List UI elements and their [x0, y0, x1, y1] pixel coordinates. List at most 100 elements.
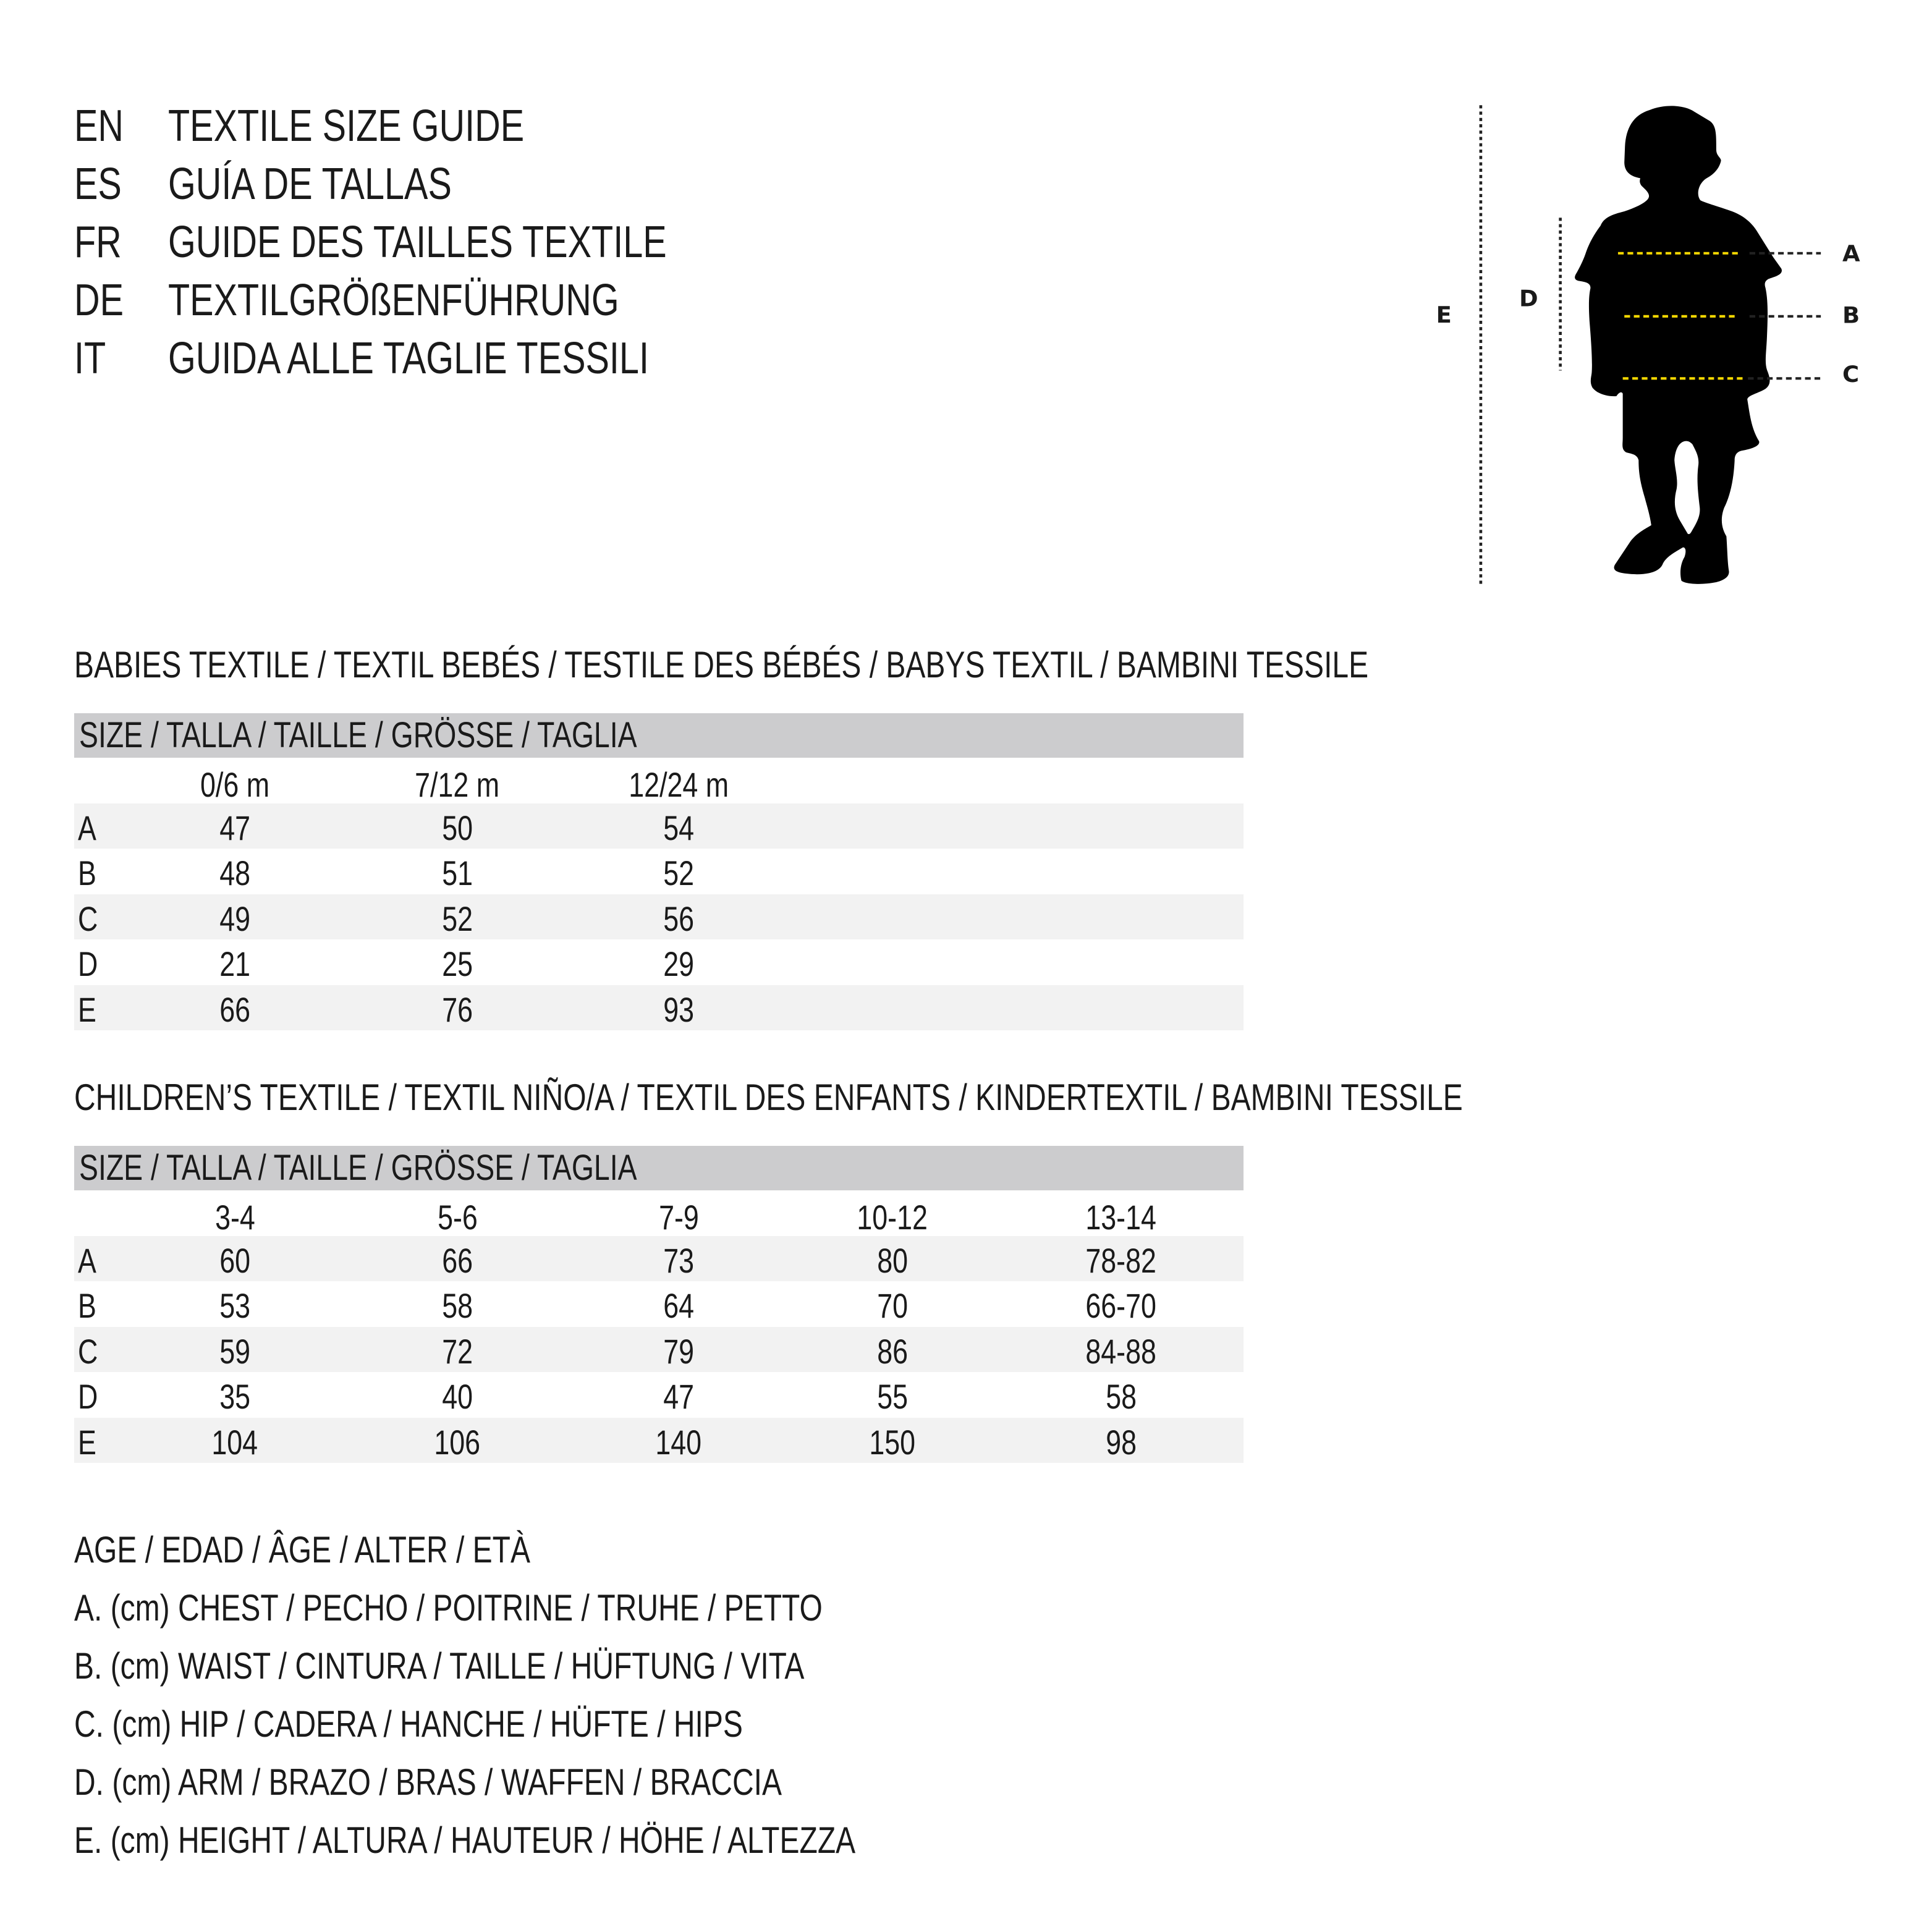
cell-value: 73 — [663, 1241, 694, 1280]
row-label: B — [78, 849, 101, 898]
column-header: 13-14 — [1028, 1193, 1214, 1242]
label-d: D — [1519, 285, 1538, 311]
cell-value: 93 — [663, 989, 694, 1029]
table-cell: 54 — [586, 803, 771, 853]
column-header-row: 0/6 m 7/12 m 12/24 m — [74, 760, 1244, 805]
legend-text: C. (cm) HIP / CADERA / HANCHE / HÜFTE / … — [74, 1703, 743, 1745]
table-row: D 35 40 47 55 58 — [74, 1372, 1244, 1417]
cell-value: 60 — [219, 1241, 250, 1280]
cell-value: 51 — [442, 854, 473, 893]
cell-value: 58 — [1106, 1377, 1137, 1417]
legend-arm: D. (cm) ARM / BRAZO / BRAS / WAFFEN / BR… — [74, 1753, 959, 1811]
table-cell: 140 — [586, 1418, 771, 1467]
cell-value: 55 — [877, 1377, 908, 1417]
cell-value: 86 — [877, 1331, 908, 1371]
table-cell: 50 — [365, 803, 550, 853]
column-header-text: 7/12 m — [415, 765, 500, 804]
legend-chest: A. (cm) CHEST / PECHO / POITRINE / TRUHE… — [74, 1579, 1010, 1637]
table-cell: 47 — [142, 803, 328, 853]
cell-value: 84-88 — [1085, 1331, 1157, 1371]
table-cell: 150 — [800, 1418, 985, 1467]
cell-value: 56 — [663, 899, 694, 938]
row-label-text: B — [78, 854, 96, 893]
column-header-text: 5-6 — [437, 1198, 478, 1237]
table-row: A 47 50 54 — [74, 803, 1244, 849]
child-silhouette-icon — [1575, 106, 1782, 584]
table-row: A 60 66 73 80 78-82 — [74, 1236, 1244, 1281]
row-label-text: C — [78, 899, 98, 938]
children-heading-text: CHILDREN’S TEXTILE / TEXTIL NIÑO/A / TEX… — [74, 1077, 1463, 1118]
label-b: B — [1842, 302, 1860, 329]
row-label-text: D — [78, 944, 98, 984]
table-cell: 93 — [586, 985, 771, 1035]
table-cell: 60 — [142, 1236, 328, 1286]
table-cell: 21 — [142, 939, 328, 989]
row-label: A — [78, 803, 101, 853]
cell-value: 106 — [434, 1422, 481, 1462]
column-header-row: 3-4 5-6 7-9 10-12 13-14 — [74, 1193, 1244, 1238]
table-cell: 84-88 — [1028, 1327, 1214, 1376]
table-row: C 59 72 79 86 84-88 — [74, 1326, 1244, 1372]
legend-text: E. (cm) HEIGHT / ALTURA / HAUTEUR / HÖHE… — [74, 1820, 856, 1861]
table-row: B 48 51 52 — [74, 849, 1244, 894]
table-cell: 98 — [1028, 1418, 1214, 1467]
table-row: B 53 58 64 70 66-70 — [74, 1281, 1244, 1326]
title-text: GUIDE DES TAILLES TEXTILE — [168, 218, 667, 267]
label-c: C — [1842, 361, 1859, 388]
table-cell: 25 — [365, 939, 550, 989]
table-cell: 59 — [142, 1327, 328, 1376]
legend-hip: C. (cm) HIP / CADERA / HANCHE / HÜFTE / … — [74, 1695, 910, 1753]
cell-value: 59 — [219, 1331, 250, 1371]
legend-text: B. (cm) WAIST / CINTURA / TAILLE / HÜFTU… — [74, 1645, 805, 1687]
cell-value: 50 — [442, 808, 473, 847]
table-cell: 49 — [142, 894, 328, 944]
size-header-text: SIZE / TALLA / TAILLE / GRÖSSE / TAGLIA — [79, 715, 637, 755]
table-cell: 70 — [800, 1281, 985, 1331]
row-label: D — [78, 1372, 103, 1421]
cell-value: 80 — [877, 1241, 908, 1280]
column-header: 5-6 — [365, 1193, 550, 1242]
row-label-text: A — [78, 808, 96, 847]
table-row: D 21 25 29 — [74, 939, 1244, 985]
row-label: C — [78, 1327, 103, 1376]
cell-value: 150 — [869, 1422, 916, 1462]
row-label: A — [78, 1236, 101, 1286]
row-label: E — [78, 1418, 101, 1467]
children-heading: CHILDREN’S TEXTILE / TEXTIL NIÑO/A / TEX… — [74, 1073, 1810, 1122]
language-code: DE — [74, 276, 124, 325]
cell-value: 25 — [442, 944, 473, 984]
column-header: 12/24 m — [586, 760, 771, 810]
column-header-text: 0/6 m — [200, 765, 270, 804]
cell-value: 54 — [663, 808, 694, 847]
size-header-bar: SIZE / TALLA / TAILLE / GRÖSSE / TAGLIA — [74, 1146, 1244, 1190]
table-cell: 66 — [365, 1236, 550, 1286]
title-text: GUIDA ALLE TAGLIE TESSILI — [168, 334, 649, 383]
table-cell: 73 — [586, 1236, 771, 1286]
cell-value: 47 — [663, 1377, 694, 1417]
table-cell: 66 — [142, 985, 328, 1035]
table-row: E 104 106 140 150 98 — [74, 1417, 1244, 1463]
table-cell: 35 — [142, 1372, 328, 1421]
cell-value: 140 — [655, 1422, 702, 1462]
cell-value: 78-82 — [1085, 1241, 1157, 1280]
column-header: 0/6 m — [142, 760, 328, 810]
table-cell: 79 — [586, 1327, 771, 1376]
legend-text: D. (cm) ARM / BRAZO / BRAS / WAFFEN / BR… — [74, 1761, 782, 1803]
label-e: E — [1436, 302, 1452, 328]
row-label: D — [78, 939, 103, 989]
row-label-text: E — [78, 989, 96, 1029]
row-label: C — [78, 894, 103, 944]
column-header-text: 7-9 — [658, 1198, 699, 1237]
table-cell: 64 — [586, 1281, 771, 1331]
legend-text: AGE / EDAD / ÂGE / ALTER / ETÀ — [74, 1529, 530, 1570]
table-row: C 49 52 56 — [74, 894, 1244, 939]
cell-value: 98 — [1106, 1422, 1137, 1462]
cell-value: 66 — [442, 1241, 473, 1280]
cell-value: 66 — [219, 989, 250, 1029]
label-a: A — [1842, 240, 1860, 267]
table-cell: 106 — [365, 1418, 550, 1467]
table-cell: 78-82 — [1028, 1236, 1214, 1286]
table-cell: 48 — [142, 849, 328, 898]
column-header-text: 12/24 m — [629, 765, 729, 804]
cell-value: 35 — [219, 1377, 250, 1417]
